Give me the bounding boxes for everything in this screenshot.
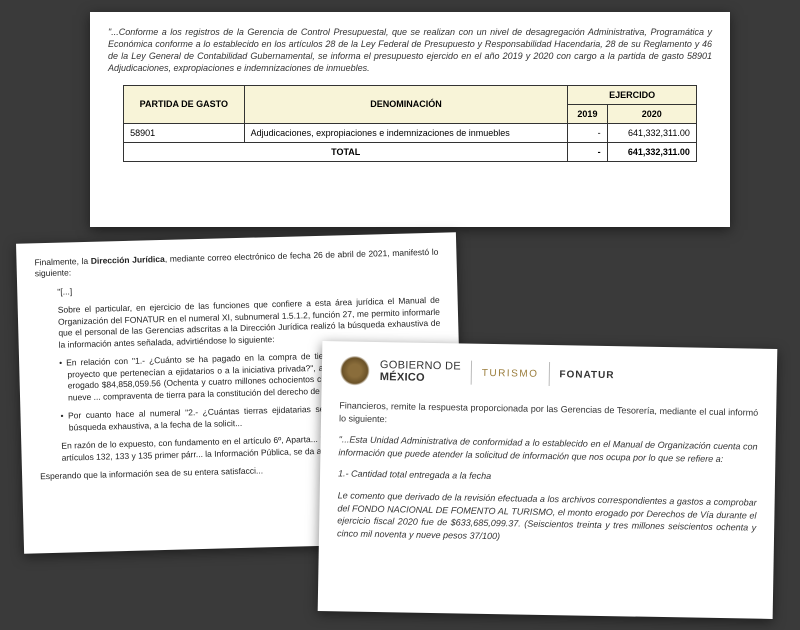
p2: "[...] [35, 277, 439, 299]
gob-line2: MÉXICO [380, 371, 425, 384]
document-budget-table: "...Conforme a los registros de la Geren… [90, 12, 730, 227]
table-total-row: TOTAL - 641,332,311.00 [124, 142, 697, 161]
th-denom: DENOMINACIÓN [244, 85, 568, 123]
d3-p4: Le comento que derivado de la revisión e… [337, 489, 757, 547]
document-fonatur: GOBIERNO DE MÉXICO TURISMO FONATUR Finan… [318, 341, 778, 619]
d3-p1: Financieros, remite la respuesta proporc… [339, 399, 758, 431]
cell-2019: - [568, 123, 607, 142]
th-ejercido: EJERCIDO [568, 85, 697, 104]
d3-p3: 1.- Cantidad total entregada a la fecha [338, 468, 757, 488]
cell-partida: 58901 [124, 123, 245, 142]
cell-denom: Adjudicaciones, expropiaciones e indemni… [244, 123, 568, 142]
th-2019: 2019 [568, 104, 607, 123]
total-label: TOTAL [124, 142, 568, 161]
p1a: Finalmente, la [34, 256, 91, 267]
turismo-label: TURISMO [482, 367, 539, 379]
intro-text: "...Conforme a los registros de la Geren… [108, 26, 712, 75]
p1b: Dirección Jurídica [91, 254, 165, 266]
d3-p2: "...Esta Unidad Administrativa de confor… [338, 434, 757, 466]
total-2020: 641,332,311.00 [607, 142, 696, 161]
th-partida: PARTIDA DE GASTO [124, 85, 245, 123]
cell-2020: 641,332,311.00 [607, 123, 696, 142]
table-row: 58901 Adjudicaciones, expropiaciones e i… [124, 123, 697, 142]
divider [548, 362, 549, 386]
gobierno-label: GOBIERNO DE MÉXICO [380, 359, 461, 384]
p1: Finalmente, la Dirección Jurídica, media… [34, 247, 438, 281]
mexico-seal-icon [340, 355, 371, 386]
th-2020: 2020 [607, 104, 696, 123]
budget-table: PARTIDA DE GASTO DENOMINACIÓN EJERCIDO 2… [123, 85, 697, 162]
total-2019: - [568, 142, 607, 161]
divider [471, 361, 472, 385]
fonatur-label: FONATUR [559, 369, 614, 381]
logo-bar: GOBIERNO DE MÉXICO TURISMO FONATUR [340, 355, 759, 392]
